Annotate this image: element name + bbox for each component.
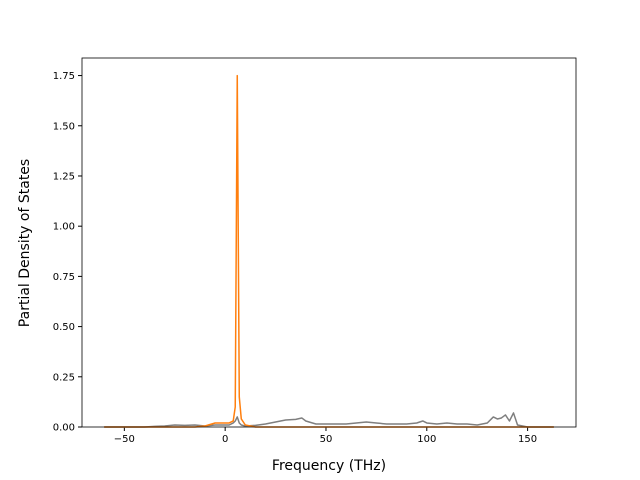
series-line (104, 74, 554, 428)
x-tick-label: 100 (417, 434, 436, 445)
y-tick-label: 1.00 (53, 222, 75, 233)
x-tick-label: 0 (222, 434, 228, 445)
y-tick-label: 1.25 (53, 171, 75, 182)
series-line (104, 412, 554, 428)
x-axis-label: Frequency (THz) (272, 458, 386, 474)
plot-frame (81, 57, 577, 428)
y-tick-label: 0.25 (53, 372, 75, 383)
x-tick-label: 50 (320, 434, 333, 445)
x-tick-label: 150 (518, 434, 537, 445)
y-tick-label: 1.75 (53, 71, 75, 82)
y-tick-label: 1.50 (53, 121, 75, 132)
y-tick-label: 0.00 (53, 423, 75, 434)
y-tick-label: 0.50 (53, 322, 75, 333)
y-axis-label: Partial Density of States (17, 159, 33, 327)
x-tick-label: −50 (114, 434, 135, 445)
y-tick-label: 0.75 (53, 272, 75, 283)
